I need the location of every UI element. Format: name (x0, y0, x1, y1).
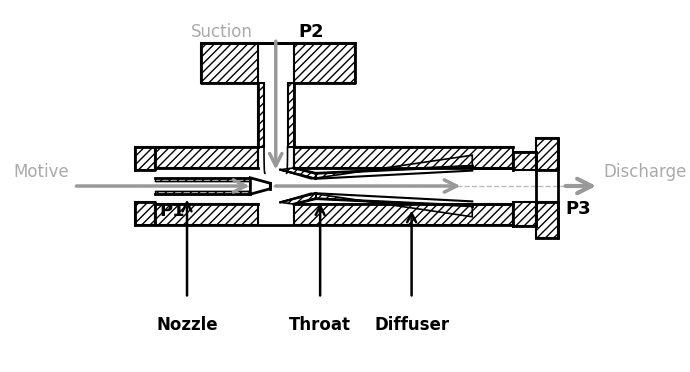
Text: Discharge: Discharge (604, 163, 687, 182)
Text: P2: P2 (298, 23, 324, 41)
Polygon shape (135, 202, 155, 225)
Text: Nozzle: Nozzle (156, 317, 218, 334)
Text: P3: P3 (566, 200, 591, 218)
Polygon shape (280, 155, 472, 179)
Polygon shape (257, 83, 264, 147)
Polygon shape (513, 202, 535, 226)
Text: Suction: Suction (191, 23, 253, 41)
Text: Diffuser: Diffuser (374, 317, 449, 334)
Polygon shape (155, 190, 250, 194)
Polygon shape (201, 43, 257, 83)
Text: P1: P1 (160, 202, 186, 220)
Polygon shape (294, 147, 513, 168)
Polygon shape (155, 204, 257, 225)
Polygon shape (294, 43, 355, 83)
Text: Motive: Motive (14, 163, 69, 182)
Polygon shape (280, 193, 472, 217)
Polygon shape (288, 83, 294, 147)
Polygon shape (155, 147, 257, 168)
Polygon shape (135, 147, 155, 170)
Polygon shape (513, 151, 535, 170)
Polygon shape (294, 204, 513, 225)
Polygon shape (535, 202, 558, 238)
Text: Throat: Throat (289, 317, 351, 334)
Polygon shape (535, 138, 558, 170)
Polygon shape (250, 178, 270, 194)
Polygon shape (155, 178, 250, 182)
